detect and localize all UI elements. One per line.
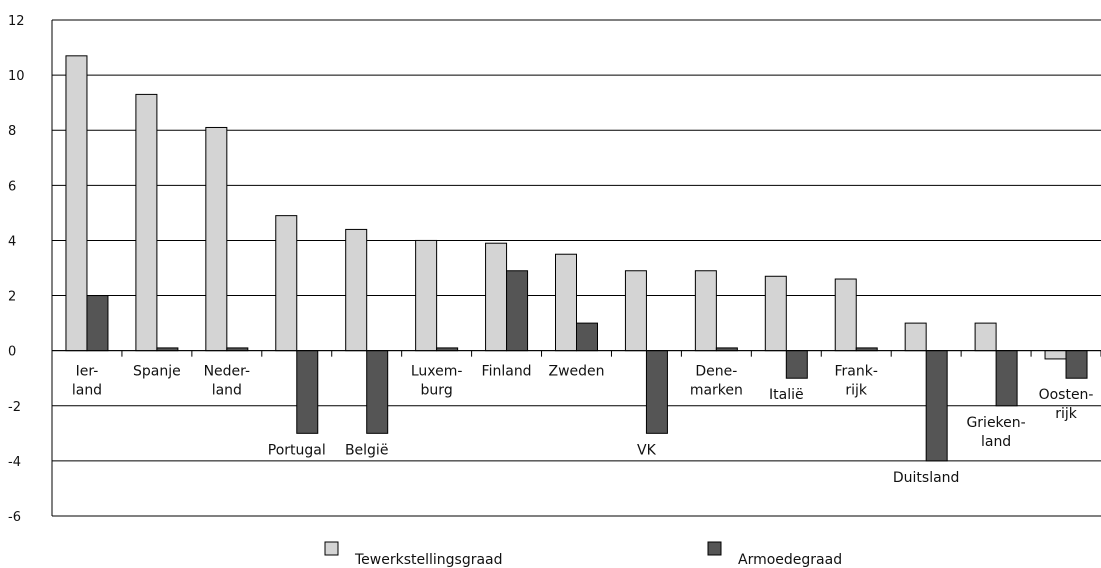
- x-category-label: Oosten-: [1039, 387, 1094, 403]
- x-category-label: Duitsland: [893, 470, 960, 486]
- bar-tewerkstellingsgraad: [276, 216, 297, 351]
- y-tick-label: 2: [8, 290, 16, 305]
- bar-armoedegraad: [646, 351, 667, 434]
- bar-tewerkstellingsgraad: [1045, 351, 1066, 359]
- x-category-label: Spanje: [133, 364, 181, 380]
- y-tick-label: -6: [8, 510, 21, 525]
- bar-tewerkstellingsgraad: [66, 56, 87, 351]
- legend: Tewerkstellingsgraad Armoedegraad: [325, 542, 842, 568]
- y-tick-label: 4: [8, 234, 16, 249]
- y-axis: -6 -4 -2 0 2 4 6 8 10 12: [8, 14, 52, 525]
- x-category-label: land: [212, 383, 242, 399]
- x-category-label: marken: [690, 383, 743, 399]
- x-category-label: Dene-: [695, 364, 737, 380]
- bar-armoedegraad: [367, 351, 388, 434]
- bar-tewerkstellingsgraad: [136, 94, 157, 350]
- x-category-label: rijk: [845, 383, 868, 399]
- bar-tewerkstellingsgraad: [835, 279, 856, 351]
- x-category-label: burg: [421, 383, 453, 399]
- y-tick-label: 0: [8, 345, 16, 360]
- bar-armoedegraad: [996, 351, 1017, 406]
- bar-armoedegraad: [507, 271, 528, 351]
- bar-tewerkstellingsgraad: [556, 254, 577, 350]
- y-tick-label: -4: [8, 455, 21, 470]
- legend-swatch: [325, 542, 338, 555]
- x-category-label: Zweden: [548, 364, 604, 380]
- bar-tewerkstellingsgraad: [486, 243, 507, 350]
- x-category-label: België: [345, 442, 389, 458]
- bar-tewerkstellingsgraad: [346, 229, 367, 350]
- x-category-label: Grieken-: [966, 415, 1025, 431]
- bar-armoedegraad: [1066, 351, 1087, 379]
- bar-armoedegraad: [786, 351, 807, 379]
- x-category-label: VK: [637, 442, 657, 458]
- bar-armoedegraad: [87, 296, 108, 351]
- bar-armoedegraad: [297, 351, 318, 434]
- bar-tewerkstellingsgraad: [905, 323, 926, 351]
- x-category-label: Luxem-: [411, 364, 463, 380]
- x-category-label: Italië: [769, 387, 804, 403]
- bar-tewerkstellingsgraad: [765, 276, 786, 350]
- x-category-label: Finland: [482, 364, 532, 380]
- legend-label: Tewerkstellingsgraad: [354, 552, 503, 568]
- bar-tewerkstellingsgraad: [416, 240, 437, 350]
- x-category-label: rijk: [1055, 406, 1078, 422]
- bar-tewerkstellingsgraad: [625, 271, 646, 351]
- x-category-label: Ier-: [76, 364, 99, 380]
- legend-swatch: [708, 542, 721, 555]
- bar-tewerkstellingsgraad: [975, 323, 996, 351]
- legend-label: Armoedegraad: [738, 552, 842, 568]
- x-category-label: Portugal: [268, 442, 326, 458]
- y-tick-label: -2: [8, 400, 21, 415]
- y-tick-label: 8: [8, 124, 16, 139]
- x-category-label: land: [72, 383, 102, 399]
- bar-armoedegraad: [577, 323, 598, 351]
- x-category-label: Neder-: [204, 364, 251, 380]
- bars: [66, 56, 1087, 461]
- y-tick-label: 6: [8, 179, 16, 194]
- bar-tewerkstellingsgraad: [206, 127, 227, 350]
- bar-tewerkstellingsgraad: [695, 271, 716, 351]
- y-tick-label: 10: [8, 69, 25, 84]
- x-category-label: Frank-: [835, 364, 878, 380]
- bar-armoedegraad: [926, 351, 947, 461]
- y-tick-label: 12: [8, 14, 25, 29]
- x-category-label: land: [981, 434, 1011, 450]
